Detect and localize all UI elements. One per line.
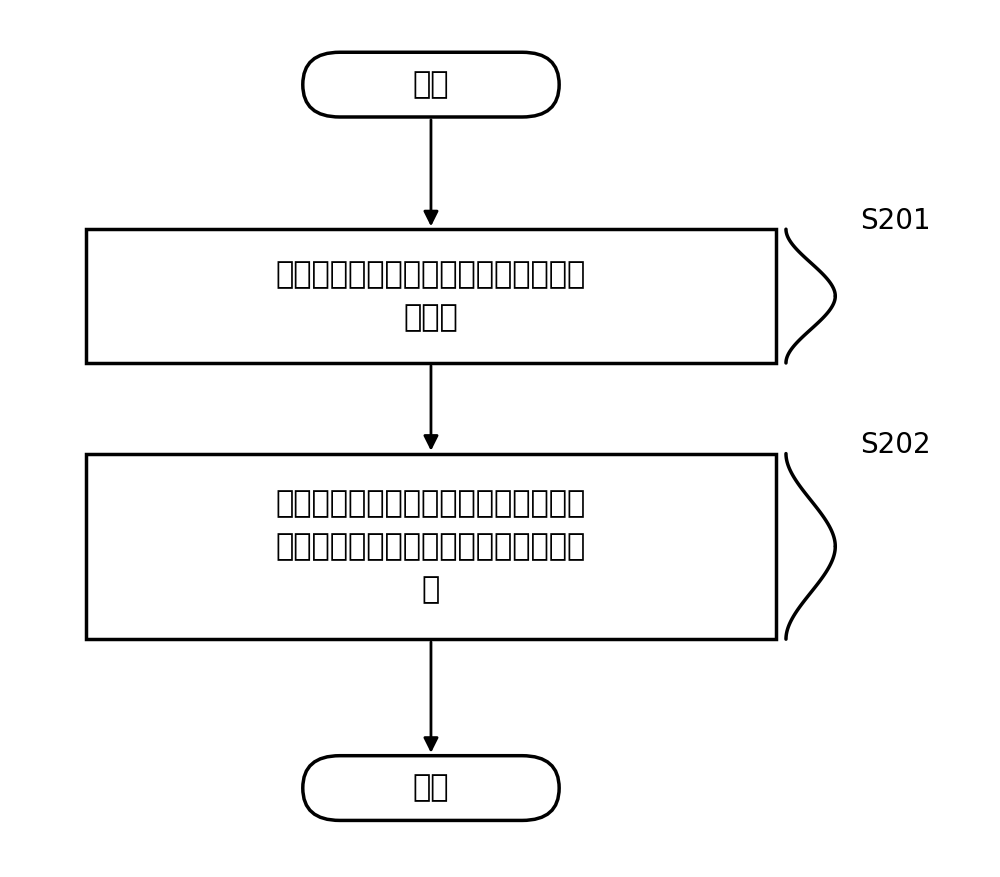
- Text: 结束: 结束: [413, 774, 449, 802]
- FancyBboxPatch shape: [303, 53, 559, 117]
- Text: S201: S201: [860, 207, 931, 234]
- Text: S202: S202: [860, 431, 931, 459]
- Text: 获取发出所述特定访问请求的用户的特
征信息: 获取发出所述特定访问请求的用户的特 征信息: [276, 260, 586, 332]
- Text: 开始: 开始: [413, 70, 449, 99]
- Bar: [86, 229, 776, 363]
- FancyBboxPatch shape: [303, 756, 559, 820]
- Text: 滤掉其用户的特征信息未被包含于所述
设定的用户特征信息集中的特定访问请
求: 滤掉其用户的特征信息未被包含于所述 设定的用户特征信息集中的特定访问请 求: [276, 489, 586, 603]
- Bar: [86, 453, 776, 639]
